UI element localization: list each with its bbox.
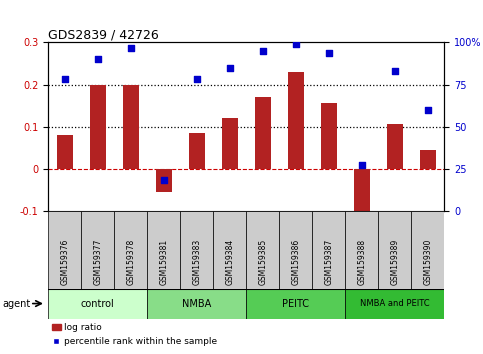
Point [193,76,201,82]
Text: GDS2839 / 42726: GDS2839 / 42726 [48,28,159,41]
Bar [378,211,412,289]
Point [127,45,135,50]
Bar [147,289,246,319]
Point [424,107,432,113]
Bar [57,135,73,169]
Bar [279,211,313,289]
Text: NMBA and PEITC: NMBA and PEITC [360,299,430,308]
Text: GSM159385: GSM159385 [258,239,267,285]
Text: GSM159389: GSM159389 [390,239,399,285]
Bar [114,211,147,289]
Bar [412,211,444,289]
Bar [246,289,345,319]
Text: GSM159384: GSM159384 [226,239,234,285]
Bar [313,211,345,289]
Bar [48,289,147,319]
Point [61,76,69,82]
Bar [386,125,403,169]
Text: GSM159377: GSM159377 [93,239,102,285]
Bar [246,211,279,289]
Text: GSM159381: GSM159381 [159,239,168,285]
Text: GSM159378: GSM159378 [127,239,135,285]
Bar [123,85,139,169]
Bar [287,72,304,169]
Point [292,41,300,47]
Bar [81,211,114,289]
Text: GSM159386: GSM159386 [291,239,300,285]
Text: GSM159376: GSM159376 [60,239,69,285]
Point [160,178,168,183]
Bar [345,289,444,319]
Text: PEITC: PEITC [283,298,309,309]
Text: NMBA: NMBA [182,298,212,309]
Text: GSM159383: GSM159383 [192,239,201,285]
Bar [255,97,271,169]
Text: GSM159387: GSM159387 [325,239,333,285]
Point [391,68,399,74]
Bar [213,211,246,289]
Bar [48,211,81,289]
Bar [147,211,180,289]
Bar [354,169,370,223]
Legend: log ratio, percentile rank within the sample: log ratio, percentile rank within the sa… [48,320,221,349]
Point [325,50,333,55]
Bar [180,211,213,289]
Point [226,65,234,70]
Bar [420,150,436,169]
Point [259,48,267,54]
Bar [156,169,172,192]
Text: GSM159388: GSM159388 [357,239,366,285]
Text: GSM159390: GSM159390 [424,239,432,285]
Text: agent: agent [2,298,30,309]
Bar [222,118,238,169]
Bar [188,133,205,169]
Bar [89,85,106,169]
Bar [345,211,378,289]
Text: control: control [81,298,114,309]
Bar [321,103,337,169]
Point [94,56,102,62]
Point [358,162,366,168]
